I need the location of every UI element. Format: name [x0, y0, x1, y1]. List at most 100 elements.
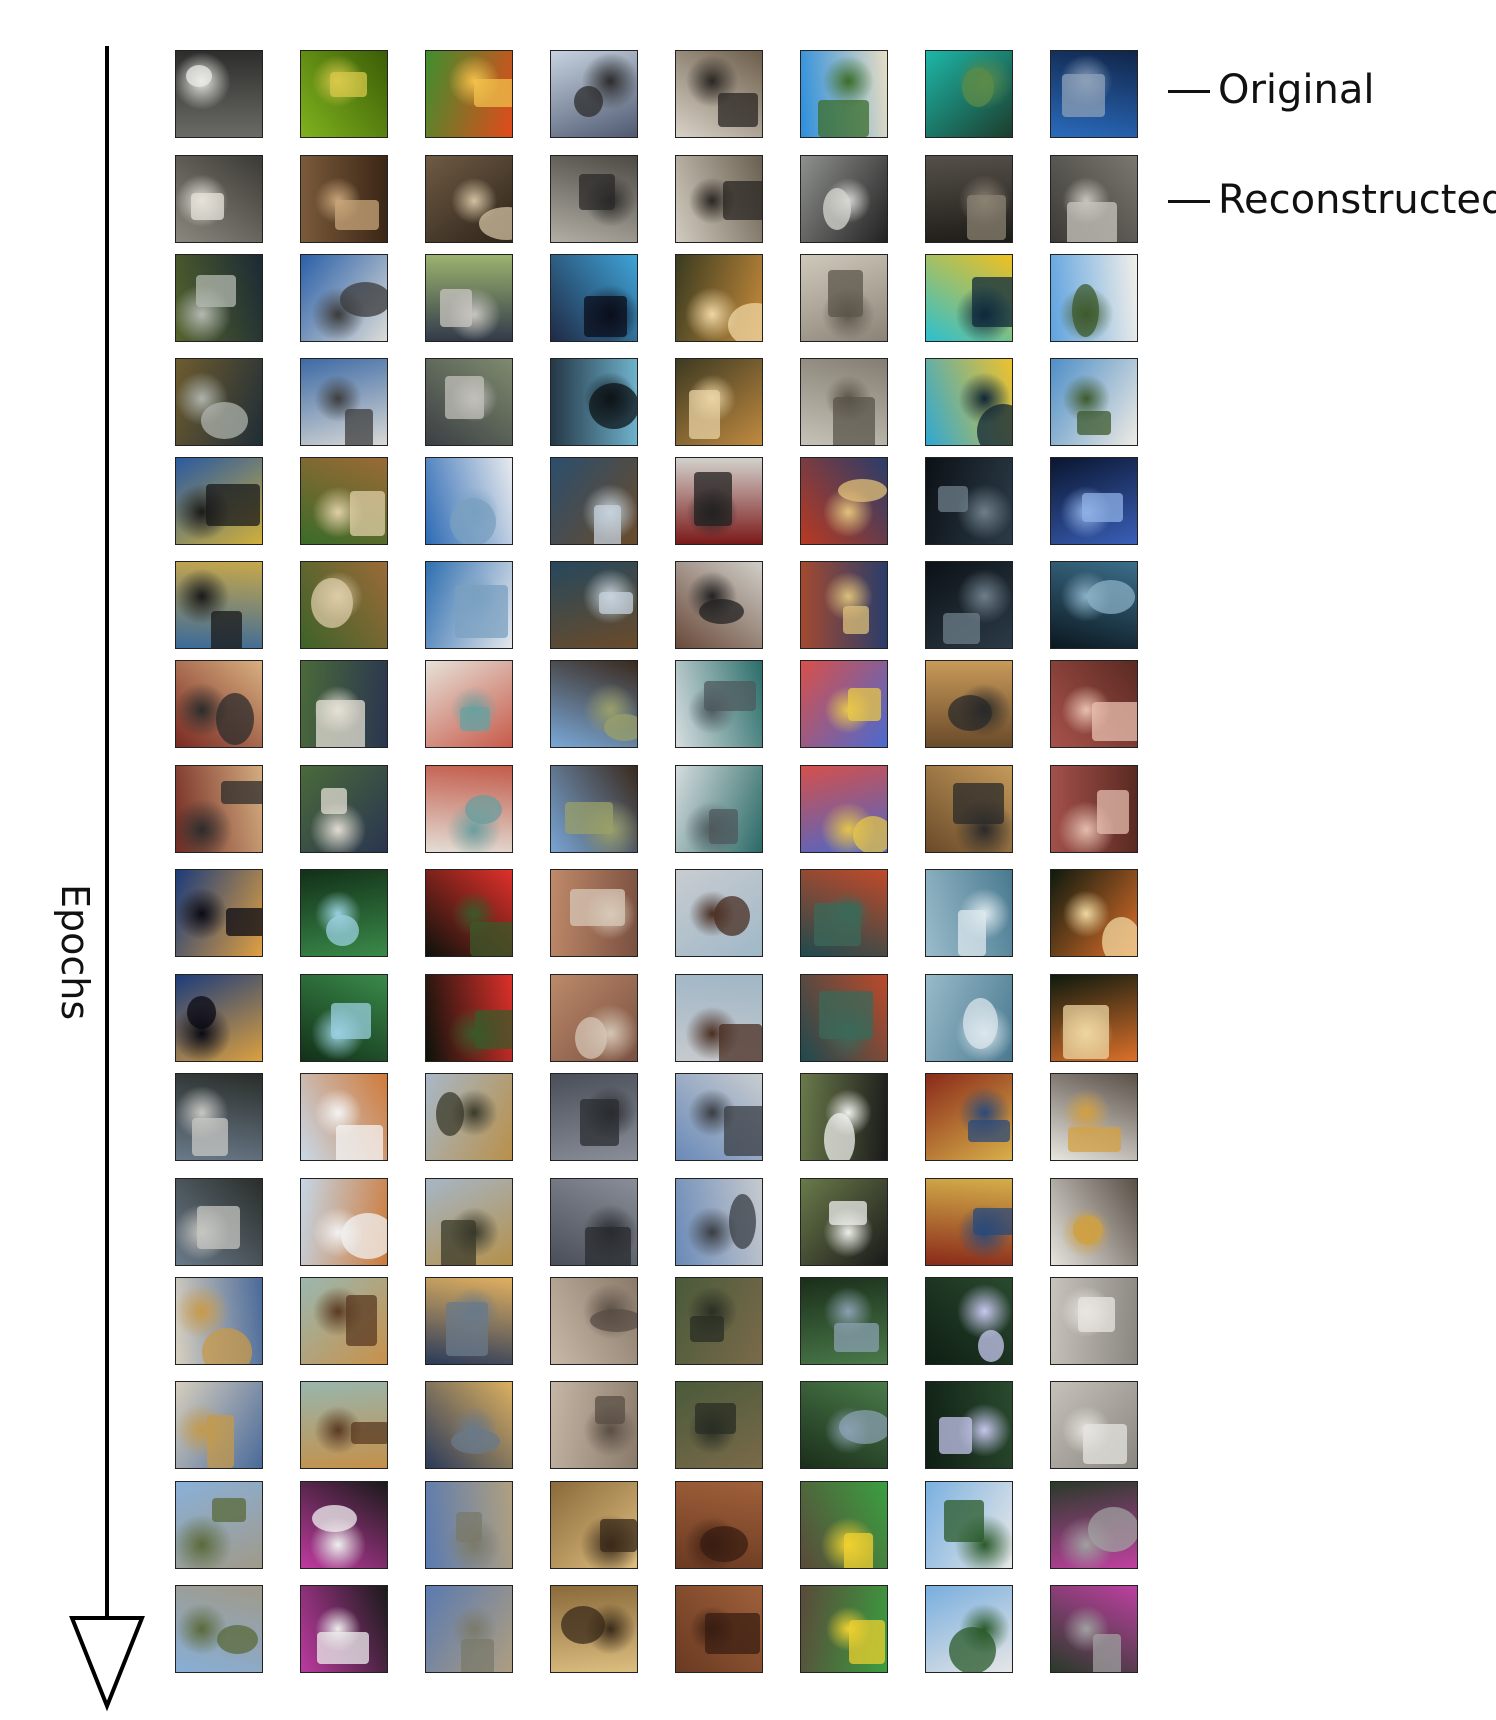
thumbnail-reconstructed-market-hall [175, 765, 263, 853]
thumbnail-original-mayan-pyramid [175, 1481, 263, 1569]
thumbnail-original-butterfly-flowers [300, 1481, 388, 1569]
thumbnail-original-bowls-shelf [425, 660, 513, 748]
thumbnail-reconstructed-mountain-bay [1050, 155, 1138, 243]
thumbnail-subject [212, 1498, 246, 1522]
thumbnail-reconstructed-coast-cliff [175, 358, 263, 446]
thumbnail-reconstructed-santorini [425, 561, 513, 649]
thumbnail-reconstructed-ship-wheel [550, 561, 638, 649]
thumbnail-subject [938, 486, 968, 512]
thumbnail-subject [460, 707, 490, 731]
thumbnail-original-colorful-houses [800, 660, 888, 748]
thumbnail-subject [594, 505, 621, 544]
thumbnail-subject [978, 1330, 1004, 1362]
thumbnail-subject [949, 1627, 996, 1672]
epochs-axis-label: Epochs [53, 884, 97, 1021]
thumbnail-reconstructed-market-stall [175, 1381, 263, 1469]
thumbnail-original-market-stall [175, 1277, 263, 1365]
thumbnail-subject [944, 1500, 984, 1542]
thumbnail-original-saint-statue [1050, 1073, 1138, 1161]
thumbnail-original-agave-plant [925, 869, 1013, 957]
thumbnail-original-mountain-bay [1050, 50, 1138, 138]
thumbnail-subject [824, 1113, 855, 1160]
thumbnail-subject [823, 188, 851, 230]
thumbnail-reconstructed-wolf [675, 155, 763, 243]
thumbnail-subject [849, 1620, 885, 1664]
thumbnail-original-colosseum-arches [550, 1073, 638, 1161]
thumbnail-subject [843, 606, 869, 634]
thumbnail-subject [336, 1125, 383, 1160]
thumbnail-subject [561, 1606, 605, 1644]
thumbnail-original-santorini [425, 457, 513, 545]
thumbnail-reconstructed-ferris-tower [175, 974, 263, 1062]
thumbnail-reconstructed-group-people [425, 358, 513, 446]
thumbnail-reconstructed-colosseum-arches [550, 1178, 638, 1266]
thumbnail-subject [714, 896, 750, 936]
thumbnail-subject [709, 809, 738, 844]
thumbnail-original-wooden-castle [550, 660, 638, 748]
thumbnail-original-red-flower [425, 50, 513, 138]
thumbnail-subject [948, 695, 992, 731]
thumbnail-subject [312, 1505, 357, 1532]
thumbnail-original-city-aerial [425, 1277, 513, 1365]
thumbnail-reconstructed-blue-flowers [925, 1381, 1013, 1469]
thumbnail-subject [186, 65, 212, 87]
thumbnail-subject [345, 409, 373, 445]
thumbnail-subject [939, 1417, 972, 1454]
thumbnail-subject [700, 1526, 748, 1562]
thumbnail-reconstructed-dark-road [925, 561, 1013, 649]
thumbnail-reconstructed-aqueduct [425, 1585, 513, 1673]
thumbnail-subject [470, 922, 512, 956]
thumbnail-original-parrot [800, 1481, 888, 1569]
thumbnail-reconstructed-bookshelf [925, 1178, 1013, 1266]
thumbnail-subject [1102, 917, 1137, 956]
thumbnail-subject [346, 1295, 377, 1346]
thumbnail-subject [207, 1415, 234, 1468]
thumbnail-reconstructed-stadium-crowd [675, 561, 763, 649]
thumbnail-subject [719, 1024, 762, 1061]
thumbnail-original-mushroom-basket [300, 457, 388, 545]
thumbnail-subject [967, 195, 1006, 240]
thumbnail-reconstructed-mushroom [675, 358, 763, 446]
thumbnail-original-wood-carving [675, 1481, 763, 1569]
thumbnail-reconstructed-orange-fungus [1050, 974, 1138, 1062]
thumbnail-subject [316, 700, 365, 747]
thumbnail-original-chinese-gate [800, 457, 888, 545]
thumbnail-subject [191, 193, 224, 220]
thumbnail-reconstructed-mossy-wall [675, 1381, 763, 1469]
thumbnail-subject [1078, 1297, 1115, 1332]
thumbnail-subject [574, 86, 603, 117]
thumbnail-subject [475, 1010, 512, 1049]
thumbnail-reconstructed-lake-trees [925, 155, 1013, 243]
thumbnail-subject [455, 585, 508, 638]
thumbnail-subject [441, 1220, 476, 1265]
thumbnail-subject [844, 1533, 873, 1568]
thumbnail-subject [202, 1328, 252, 1364]
thumbnail-subject [694, 472, 732, 526]
thumbnail-original-star-burst [1050, 457, 1138, 545]
thumbnail-reconstructed-star-burst [1050, 561, 1138, 649]
thumbnail-subject [718, 93, 758, 127]
thumbnail-subject [1067, 202, 1117, 242]
thumbnail-subject [575, 1017, 607, 1059]
thumbnail-original-people-crowd [550, 50, 638, 138]
thumbnail-subject [972, 277, 1012, 327]
thumbnail-reconstructed-saint-statue [1050, 1178, 1138, 1266]
thumbnail-subject [699, 599, 744, 624]
thumbnail-subject [689, 390, 720, 439]
thumbnail-original-dark-road [925, 457, 1013, 545]
thumbnail-original-jungle-bridge [800, 1277, 888, 1365]
thumbnail-reconstructed-cheetah [425, 1178, 513, 1266]
thumbnail-reconstructed-penguin-grass [800, 1178, 888, 1266]
thumbnail-reconstructed-giant-statues [550, 1381, 638, 1469]
thumbnail-subject [1062, 74, 1105, 117]
thumbnail-original-giant-statues [550, 1277, 638, 1365]
thumbnail-original-pink-figures [1050, 1481, 1138, 1569]
thumbnail-original-sleeping-fox [300, 1073, 388, 1161]
thumbnail-subject [1082, 493, 1123, 522]
thumbnail-original-mushroom [675, 254, 763, 342]
thumbnail-reconstructed-city-aerial [425, 1381, 513, 1469]
thumbnail-reconstructed-wooden-castle [550, 765, 638, 853]
thumbnail-reconstructed-jungle-bridge [800, 1381, 888, 1469]
thumbnail-subject [436, 1092, 464, 1136]
